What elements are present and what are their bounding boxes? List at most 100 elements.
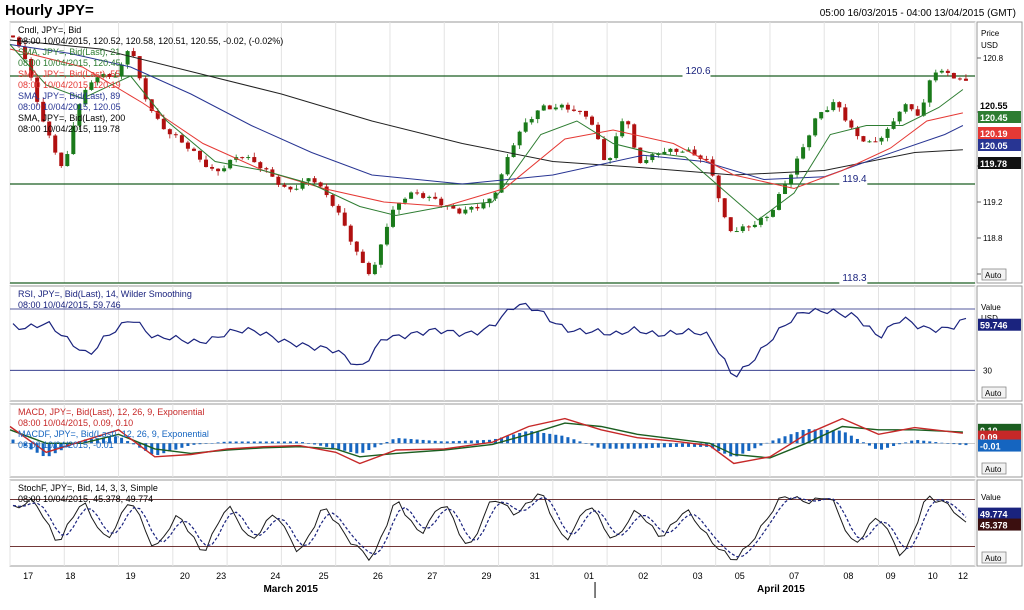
macd-histogram-bar [741, 443, 745, 454]
macd-last-badge-bg [978, 439, 1021, 452]
macd-histogram-bar [578, 441, 582, 444]
macd-histogram-bar [234, 441, 238, 444]
macd-histogram-bar [566, 437, 570, 444]
macd-histogram-bar [433, 440, 437, 444]
legend-line: StochF, JPY=, Bid, 14, 3, 3, Simple [18, 483, 158, 493]
candle-body [529, 119, 534, 123]
candle-body [366, 262, 371, 275]
candle-body [885, 128, 890, 138]
macd-histogram-bar [475, 440, 479, 444]
macd-histogram-bar [35, 443, 39, 453]
price-tick-label: 120.8 [983, 54, 1004, 63]
auto-button[interactable]: Auto [985, 271, 1002, 280]
rsi-tick-label: 30 [983, 366, 992, 375]
candle-body [378, 244, 383, 265]
candle-body [306, 178, 311, 182]
price-last-badge-bg [978, 111, 1021, 123]
auto-button[interactable]: Auto [985, 465, 1002, 474]
candle-body [59, 152, 64, 167]
candle-body [547, 105, 552, 110]
macd-histogram-bar [873, 443, 877, 449]
macd-histogram-bar [928, 441, 932, 444]
legend-line: RSI, JPY=, Bid(Last), 14, Wilder Smoothi… [18, 289, 192, 299]
macd-histogram-bar [934, 442, 938, 444]
candle-body [571, 109, 576, 111]
candle-body [360, 251, 365, 263]
x-axis-month-label: March 2015 [263, 584, 318, 595]
legend-line: SMA, JPY=, Bid(Last), 200 [18, 113, 125, 123]
legend-line: 08:00 10/04/2015, 120.45 [18, 58, 121, 68]
candle-body [770, 209, 775, 217]
macd-histogram-bar [439, 441, 443, 444]
candle-body [849, 120, 854, 128]
macd-histogram-bar [246, 441, 250, 444]
chart-title: Hourly JPY= [5, 2, 94, 19]
candle-body [439, 198, 444, 206]
rsi-axis-unit: USD [981, 314, 998, 323]
legend-line: 08:00 10/04/2015, 45.378, 49.774 [18, 494, 153, 504]
auto-button[interactable]: Auto [985, 554, 1002, 563]
macd-histogram-bar [638, 443, 642, 449]
candle-body [191, 148, 196, 151]
x-axis-day-label: 08 [843, 571, 853, 581]
candle-body [927, 80, 932, 103]
macd-histogram-bar [95, 438, 99, 444]
macd-histogram-bar [958, 443, 962, 445]
x-axis-month-label: April 2015 [757, 584, 805, 595]
macd-histogram-bar [530, 431, 534, 444]
candle-body [167, 129, 172, 135]
legend-line: SMA, JPY=, Bid(Last), 21 [18, 47, 120, 57]
auto-button[interactable]: Auto [985, 389, 1002, 398]
macd-histogram-bar [47, 443, 51, 457]
macd-histogram-bar [964, 443, 968, 446]
macd-histogram-bar [711, 443, 715, 449]
candle-body [602, 139, 607, 161]
candle-body [939, 70, 944, 73]
macd-histogram-bar [325, 443, 329, 447]
candle-body [17, 37, 22, 47]
x-axis-day-label: 05 [735, 571, 745, 581]
panel-frame [9, 285, 976, 402]
candle-body [957, 78, 962, 80]
macd-histogram-bar [825, 429, 829, 444]
macd-histogram-bar [644, 443, 648, 449]
macd-histogram-bar [252, 441, 256, 444]
macd-histogram-bar [349, 443, 353, 453]
level-label: 120.6 [686, 66, 711, 77]
macd-histogram-bar [101, 437, 105, 444]
price-last-badge: 120.19 [980, 129, 1008, 139]
candle-body [921, 102, 926, 116]
x-axis-day-label: 18 [65, 571, 75, 581]
candle-body [288, 186, 293, 190]
macd-histogram-bar [415, 439, 419, 444]
price-last-badge: 120.45 [980, 113, 1008, 123]
candle-body [487, 198, 492, 204]
candle-body [620, 121, 625, 137]
macd-histogram-bar [282, 441, 286, 444]
candle-body [264, 168, 269, 170]
candle-body [101, 74, 106, 78]
macd-histogram-bar [59, 443, 63, 451]
macd-histogram-bar [276, 441, 280, 444]
candle-body [403, 198, 408, 203]
macd-histogram-bar [747, 443, 751, 451]
candle-body [210, 167, 215, 169]
candle-body [915, 109, 920, 116]
candle-body [415, 192, 420, 194]
candle-body [511, 145, 516, 158]
price-axis-unit: USD [981, 41, 998, 50]
candle-body [662, 151, 667, 155]
macd-histogram-bar [837, 430, 841, 444]
macd-histogram-bar [288, 441, 292, 444]
x-axis-day-label: 10 [928, 571, 938, 581]
macd-histogram-bar [162, 443, 166, 454]
candle-body [686, 149, 691, 152]
macd-histogram-bar [204, 443, 208, 444]
macd-histogram-bar [120, 437, 124, 444]
candle-body [897, 111, 902, 122]
x-axis-day-label: 23 [216, 571, 226, 581]
candle-body [909, 104, 914, 110]
candle-body [608, 158, 613, 161]
